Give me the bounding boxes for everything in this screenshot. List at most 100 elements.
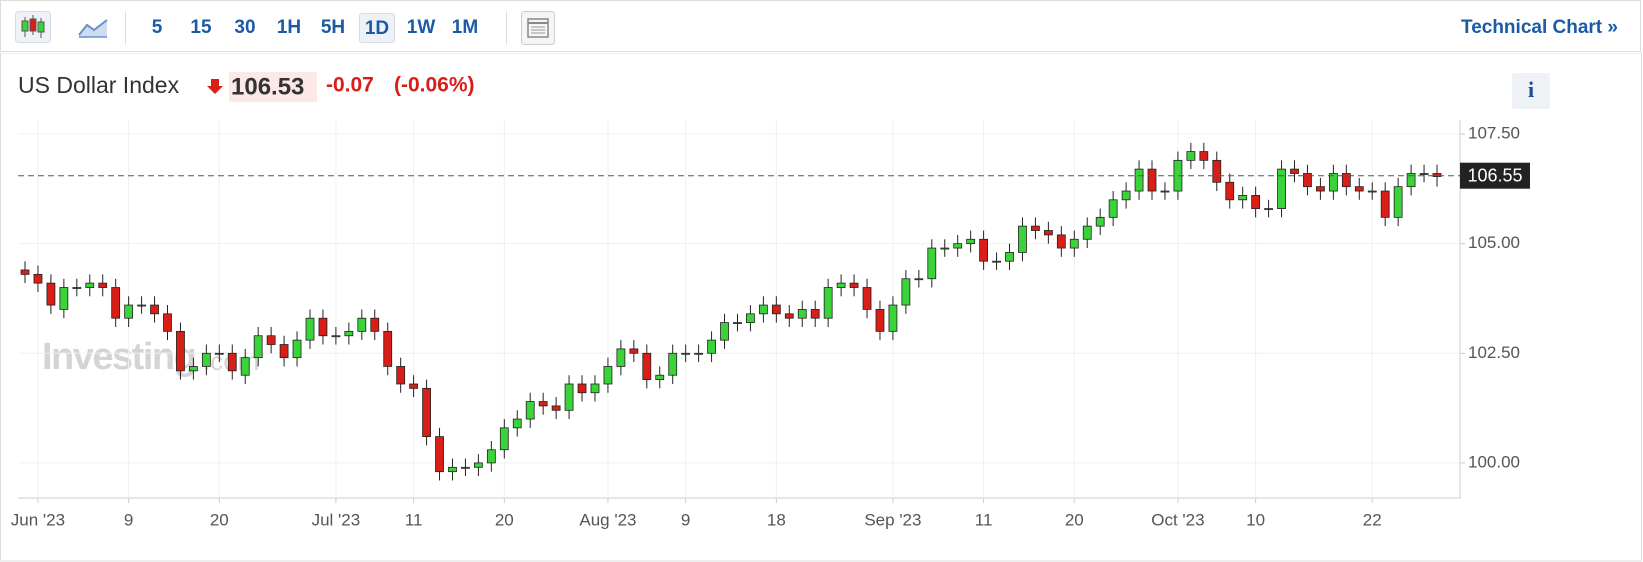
candle-body [1341, 173, 1351, 188]
candle-body [733, 322, 742, 324]
chart: US Dollar Index 106.53 -0.07 (-0.06%) i … [0, 53, 1642, 562]
price: 106.53 [231, 73, 304, 100]
interval-button[interactable]: 30 [234, 17, 256, 38]
candle-body [46, 282, 56, 306]
candle-body [940, 247, 950, 250]
x-tick-label: 11 [405, 510, 423, 529]
y-tick-label: 100.00 [1468, 452, 1520, 471]
candle-body [603, 366, 613, 385]
candle-body [227, 352, 237, 372]
candle-body [875, 309, 885, 332]
candle-body [914, 278, 924, 281]
frame [0, 53, 1642, 562]
candle-body [629, 348, 639, 354]
candle-body [1380, 190, 1390, 218]
candle-body [707, 339, 716, 354]
x-tick-label: Jun '23 [11, 510, 65, 529]
candle-body [305, 317, 315, 341]
candle-body [655, 374, 665, 381]
instrument-name: US Dollar Index [18, 72, 180, 98]
divider [506, 11, 507, 45]
candle-body [564, 383, 574, 411]
x-tick-label: 11 [975, 510, 993, 529]
info-icon[interactable]: i [1528, 77, 1534, 102]
candle-body [163, 313, 172, 332]
candle-body [383, 330, 393, 367]
candle-body [512, 418, 522, 429]
candle-body [862, 287, 872, 310]
interval-button[interactable]: 1H [276, 17, 302, 38]
candle-body [784, 313, 794, 319]
candle-body [448, 466, 457, 473]
candle-body [888, 304, 898, 332]
watermark-brand: Investing [42, 336, 195, 378]
candle-body [85, 282, 95, 288]
candle-body [992, 260, 1001, 263]
candle-body [266, 335, 276, 345]
candle-body [1134, 168, 1144, 192]
candle-body [461, 466, 470, 469]
candle-body [758, 304, 768, 315]
candle-body [1290, 168, 1299, 174]
candle-body [214, 352, 224, 355]
candle-body [771, 304, 781, 315]
candle-body [20, 269, 30, 275]
interval-button[interactable]: 1W [406, 17, 436, 38]
candle-body [681, 352, 691, 355]
candle-body [1043, 230, 1053, 236]
technical-chart-link[interactable]: Technical Chart » [1461, 17, 1618, 38]
candle-body [1316, 186, 1325, 192]
candle-body [486, 449, 496, 464]
candle-body [1160, 190, 1170, 193]
interval-button[interactable]: 1M [451, 17, 479, 38]
info-button[interactable] [1512, 73, 1550, 109]
candle-body [435, 436, 444, 473]
toolbar: 5 15 30 1H 5H 1D 1W 1M Technical Chart » [0, 0, 1641, 52]
candle-body [746, 313, 755, 323]
candle-body [1018, 225, 1027, 253]
candle-body [525, 401, 535, 420]
candle-body [240, 357, 250, 376]
candle-body [331, 335, 341, 338]
candle-body [409, 383, 419, 389]
candle-body [1121, 190, 1131, 201]
last-price-label: 106.55 [1467, 165, 1522, 185]
candle-body [1069, 238, 1079, 249]
candle-body [318, 317, 328, 337]
candle-body [422, 387, 431, 438]
candle-body [473, 462, 483, 468]
candle-body [953, 243, 963, 249]
x-tick-label: 20 [495, 510, 514, 529]
x-tick-label: 18 [767, 510, 786, 529]
candle-body [720, 322, 729, 341]
candle-body [1238, 195, 1248, 201]
last-price-tag [1460, 162, 1530, 189]
candle-body [901, 278, 911, 306]
x-tick-label: 10 [1246, 510, 1265, 529]
candle-body [279, 344, 289, 359]
layout-icon[interactable] [521, 11, 555, 45]
candle-body [1005, 252, 1014, 262]
candle-body [1186, 151, 1196, 161]
candle-body [1393, 186, 1403, 218]
candle-body [370, 317, 380, 332]
candle-body [1108, 199, 1118, 218]
interval-button[interactable]: 1D [359, 13, 395, 43]
price-bg [229, 72, 317, 102]
candle-icon[interactable] [15, 11, 51, 43]
candle-body [1303, 173, 1312, 188]
y-tick-label: 102.50 [1468, 343, 1520, 362]
interval-button[interactable]: 5 [151, 17, 163, 38]
x-tick-label: Jul '23 [312, 510, 361, 529]
interval-button[interactable]: 15 [190, 17, 212, 38]
candle-body [292, 339, 302, 359]
interval-button[interactable]: 5H [320, 17, 346, 38]
candle-body [499, 427, 509, 451]
candle-body [189, 366, 198, 372]
x-tick-label: 20 [210, 510, 229, 529]
candle-body [1031, 225, 1040, 231]
candle-body [836, 282, 846, 288]
line-icon[interactable] [77, 15, 109, 39]
y-tick-label: 107.50 [1468, 124, 1520, 143]
